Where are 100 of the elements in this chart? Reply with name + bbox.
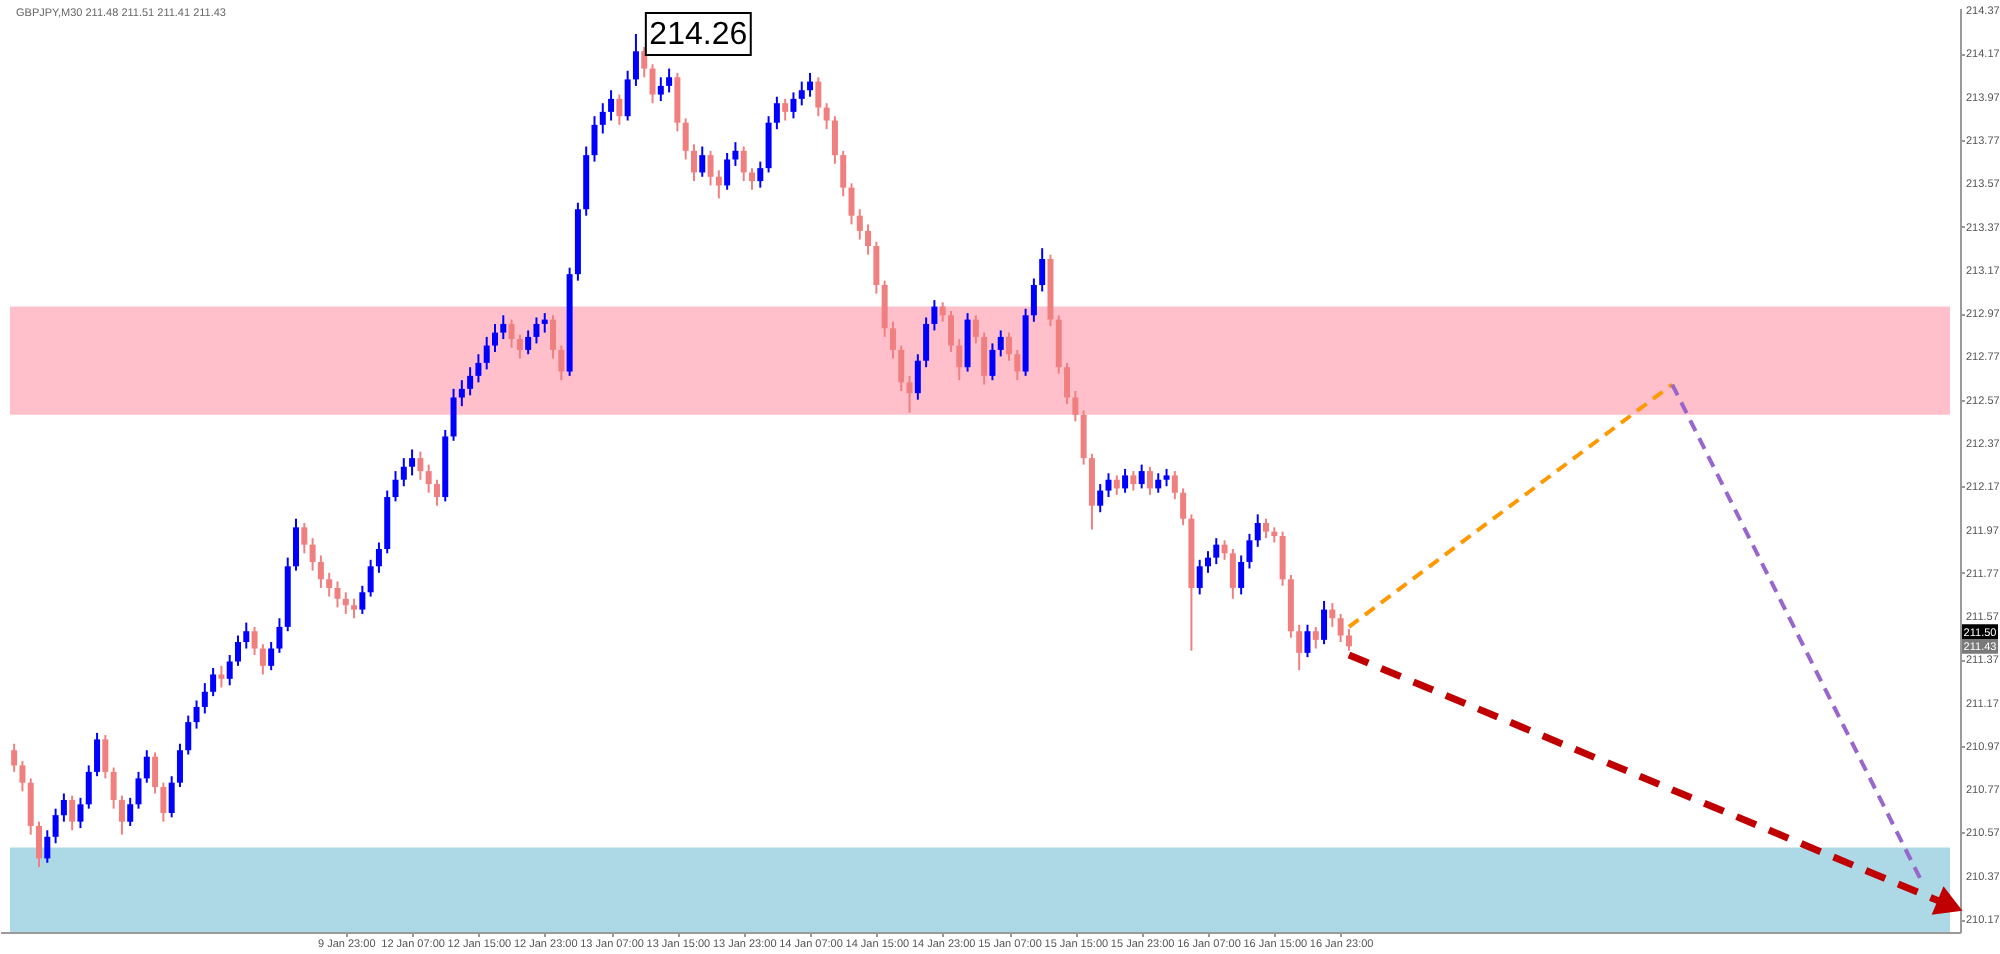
candlestick xyxy=(359,584,366,615)
candlestick xyxy=(1171,470,1178,501)
candlestick xyxy=(160,781,167,823)
candlestick xyxy=(118,794,125,836)
candlestick xyxy=(1304,623,1311,659)
candlestick xyxy=(1146,465,1153,496)
candlestick xyxy=(276,617,283,654)
candlestick xyxy=(1221,539,1228,561)
candlestick xyxy=(19,760,26,793)
candlestick xyxy=(989,342,996,382)
candlestick xyxy=(1006,331,1013,362)
candlestick xyxy=(425,463,432,494)
candlestick xyxy=(682,117,689,161)
candlestick xyxy=(375,541,382,574)
candlestick xyxy=(558,344,565,382)
candlestick xyxy=(798,80,805,107)
candlestick xyxy=(632,32,639,87)
candlestick xyxy=(840,149,847,198)
candlestick xyxy=(740,145,747,183)
candlestick xyxy=(1238,554,1245,596)
candlestick xyxy=(201,682,208,715)
candlestick xyxy=(475,353,482,384)
candlestick xyxy=(823,102,830,131)
candlestick xyxy=(417,450,424,481)
candlestick xyxy=(1296,623,1303,672)
candlestick xyxy=(873,240,880,295)
candlestick xyxy=(1204,550,1211,574)
candlestick xyxy=(11,742,18,773)
candlestick xyxy=(367,558,374,598)
candlestick xyxy=(815,76,822,118)
candlestick xyxy=(947,309,954,354)
candlestick xyxy=(906,374,913,414)
candlestick xyxy=(707,149,714,187)
candlestick xyxy=(790,91,797,120)
candlestick xyxy=(724,151,731,191)
candlestick xyxy=(831,115,838,165)
candlestick xyxy=(268,641,275,672)
candlestick xyxy=(1138,463,1145,490)
annotation: 214.26 xyxy=(649,17,748,52)
candlestick xyxy=(309,537,316,572)
candlestick xyxy=(1072,390,1079,423)
candlestick xyxy=(981,331,988,386)
candlestick xyxy=(259,643,266,676)
candlestick xyxy=(964,312,971,373)
candlestick xyxy=(301,522,308,555)
candlestick xyxy=(1254,513,1261,548)
candlestick xyxy=(293,517,300,572)
candlestick xyxy=(251,625,258,657)
candlestick xyxy=(881,279,888,338)
candlestick xyxy=(1014,348,1021,382)
candlestick xyxy=(176,742,183,789)
candlestick xyxy=(1246,532,1253,570)
candlestick xyxy=(765,115,772,174)
candlestick xyxy=(657,76,664,103)
candlestick xyxy=(1130,470,1137,492)
candlestick xyxy=(591,115,598,163)
candlestick xyxy=(1113,474,1120,496)
candlestick xyxy=(848,182,855,226)
candlestick xyxy=(1105,472,1112,499)
candlestick xyxy=(898,344,905,393)
candlestick xyxy=(608,89,615,122)
candlestick xyxy=(492,322,498,354)
candlestick xyxy=(342,591,349,615)
candlestick xyxy=(185,714,192,756)
candlestick xyxy=(69,794,76,832)
candlestick xyxy=(36,820,43,869)
candlestick xyxy=(1155,472,1162,494)
candlestick xyxy=(649,63,656,105)
candlestick xyxy=(1263,517,1270,540)
candlestick xyxy=(541,312,548,334)
candlestick xyxy=(1030,277,1037,323)
candlestick xyxy=(715,169,722,200)
candlestick xyxy=(914,353,921,401)
candlestick xyxy=(409,448,416,477)
candlestick xyxy=(44,829,51,864)
candlestick xyxy=(210,667,217,698)
candlestick xyxy=(599,102,606,135)
candlestick xyxy=(699,145,706,178)
candlestick xyxy=(433,478,440,507)
candlestick xyxy=(400,457,407,488)
candlestick xyxy=(1312,625,1319,650)
candlestick xyxy=(616,93,623,126)
candlestick xyxy=(110,766,117,810)
candlestick xyxy=(1122,467,1129,494)
candlestick xyxy=(458,379,465,408)
candlestick xyxy=(1337,612,1344,644)
candlestick xyxy=(77,796,84,830)
candlestick xyxy=(127,796,134,827)
candlestick xyxy=(168,775,175,819)
candlestick xyxy=(450,387,457,442)
candlestick xyxy=(931,299,938,332)
candlestick xyxy=(193,699,200,730)
candlestick xyxy=(1329,602,1336,628)
candlestick xyxy=(997,329,1004,358)
candlestick xyxy=(533,316,540,345)
candlestick xyxy=(1213,537,1220,566)
candlestick xyxy=(1097,483,1104,514)
candlestick xyxy=(226,654,233,687)
candlestick xyxy=(690,143,697,183)
candlestick xyxy=(923,316,930,369)
